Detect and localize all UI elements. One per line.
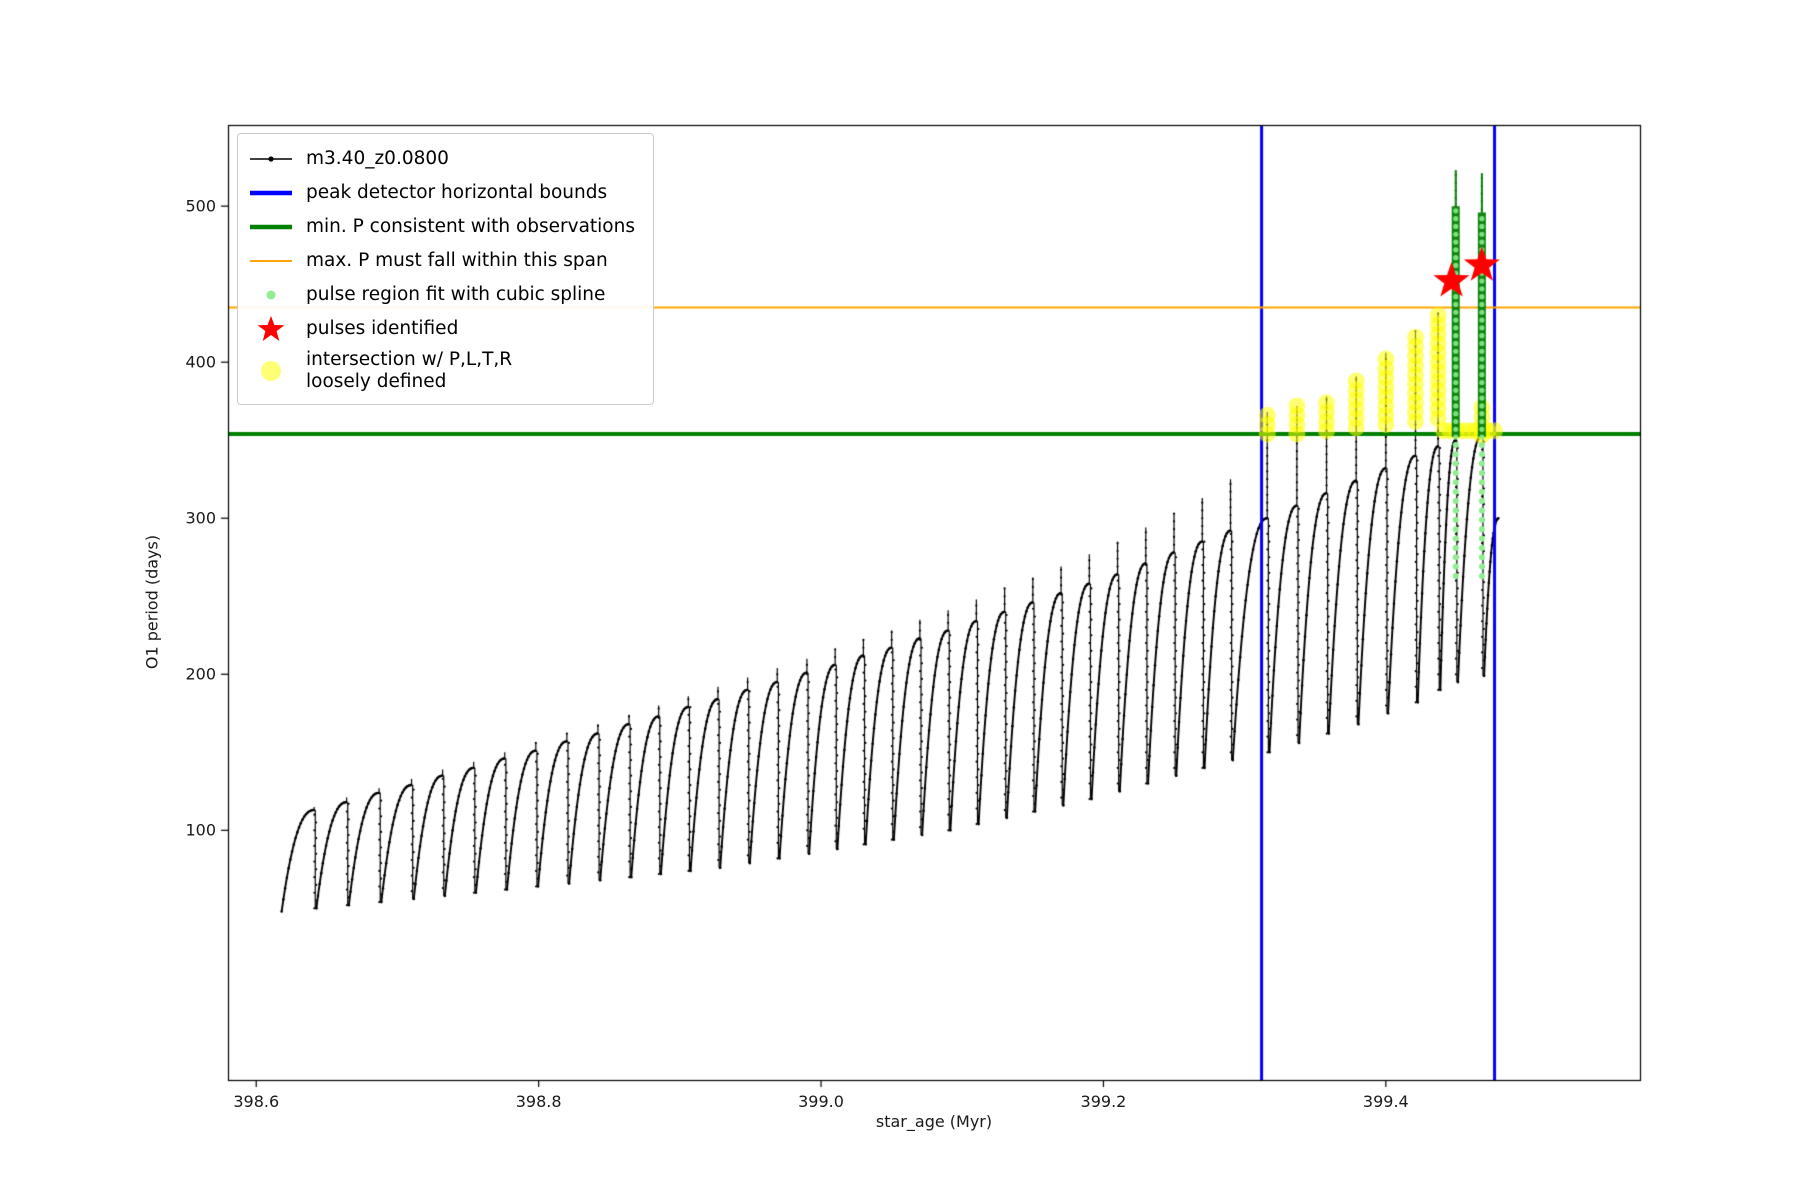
legend-entry: pulses identified — [248, 312, 635, 346]
line-dot-swatch-icon — [248, 145, 294, 173]
y-tick-label: 200 — [185, 664, 216, 684]
y-tick-label: 300 — [185, 508, 216, 528]
legend-entry-label: m3.40_z0.0800 — [306, 148, 449, 170]
thick-line-swatch-icon — [248, 213, 294, 241]
x-axis-label: star_age (Myr) — [875, 1112, 993, 1131]
legend-entry-label: pulse region fit with cubic spline — [306, 284, 606, 306]
legend-entry: min. P consistent with observations — [248, 210, 635, 244]
y-axis-label: O1 period (days) — [142, 534, 162, 670]
thick-line-swatch-icon — [248, 179, 294, 207]
y-tick-label: 400 — [185, 352, 216, 372]
x-tick-label: 399.4 — [1362, 1092, 1409, 1111]
x-tick-label: 399.2 — [1080, 1092, 1127, 1111]
legend-entry: max. P must fall within this span — [248, 244, 635, 278]
legend-entry-label: peak detector horizontal bounds — [306, 182, 608, 204]
legend-entry: pulse region fit with cubic spline — [248, 278, 635, 312]
y-tick-label: 500 — [185, 196, 216, 216]
x-tick-label: 398.8 — [515, 1092, 562, 1111]
legend-entry: intersection w/ P,L,T,R loosely defined — [248, 346, 635, 396]
legend-entry-label: max. P must fall within this span — [306, 250, 608, 272]
x-tick-label: 398.6 — [233, 1092, 280, 1111]
y-tick-label: 100 — [185, 820, 216, 840]
line-swatch-icon — [248, 247, 294, 275]
legend-entry-label: pulses identified — [306, 318, 459, 340]
big-dot-swatch-icon — [248, 357, 294, 385]
dot-swatch-icon — [248, 281, 294, 309]
legend-entry-label: intersection w/ P,L,T,R loosely defined — [306, 349, 513, 392]
legend-entry: peak detector horizontal bounds — [248, 176, 635, 210]
legend-entry-label: min. P consistent with observations — [306, 216, 635, 238]
x-tick-label: 399.0 — [798, 1092, 844, 1111]
star-swatch-icon — [248, 315, 294, 343]
legend-entry: m3.40_z0.0800 — [248, 142, 635, 176]
